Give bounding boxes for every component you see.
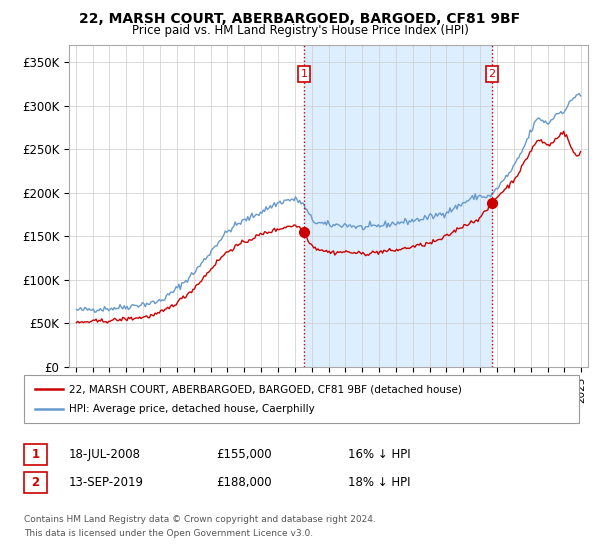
Text: 16% ↓ HPI: 16% ↓ HPI [348,448,410,461]
Text: £155,000: £155,000 [216,448,272,461]
Text: This data is licensed under the Open Government Licence v3.0.: This data is licensed under the Open Gov… [24,529,313,538]
Text: HPI: Average price, detached house, Caerphilly: HPI: Average price, detached house, Caer… [69,404,315,414]
Text: 18% ↓ HPI: 18% ↓ HPI [348,476,410,489]
Text: 22, MARSH COURT, ABERBARGOED, BARGOED, CF81 9BF (detached house): 22, MARSH COURT, ABERBARGOED, BARGOED, C… [69,385,462,394]
Text: Price paid vs. HM Land Registry's House Price Index (HPI): Price paid vs. HM Land Registry's House … [131,24,469,36]
Text: 1: 1 [31,448,40,461]
Text: 13-SEP-2019: 13-SEP-2019 [69,476,144,489]
Text: £188,000: £188,000 [216,476,272,489]
Text: 18-JUL-2008: 18-JUL-2008 [69,448,141,461]
Text: 22, MARSH COURT, ABERBARGOED, BARGOED, CF81 9BF: 22, MARSH COURT, ABERBARGOED, BARGOED, C… [79,12,521,26]
Text: 1: 1 [301,69,307,79]
Bar [304,45,492,367]
Text: 2: 2 [488,69,496,79]
Text: Contains HM Land Registry data © Crown copyright and database right 2024.: Contains HM Land Registry data © Crown c… [24,515,376,524]
Text: 2: 2 [31,476,40,489]
